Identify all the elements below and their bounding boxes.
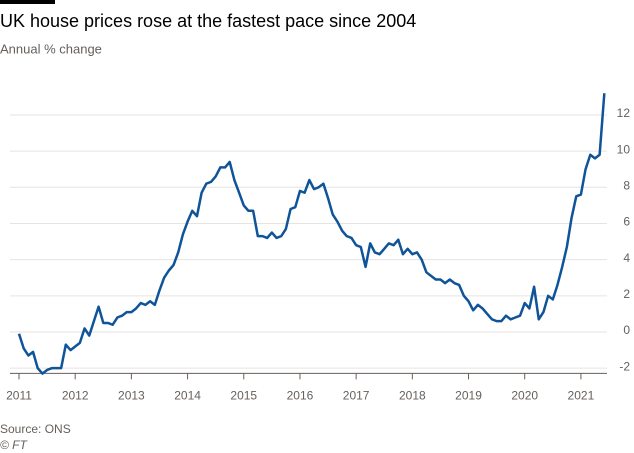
x-tick-label: 2020 [511,389,538,403]
credit: © FT [0,438,29,452]
y-tick-label: -2 [619,359,630,373]
chart-title: UK house prices rose at the fastest pace… [0,11,416,31]
x-tick-label: 2017 [343,389,370,403]
y-tick-label: 2 [623,287,630,301]
line [17,93,606,375]
y-tick-label: 12 [617,106,631,120]
x-tick-label: 2018 [399,389,426,403]
y-tick-label: 0 [623,323,630,337]
brand-bar [0,0,55,4]
x-tick-label: 2013 [118,389,145,403]
x-tick-label: 2014 [174,389,201,403]
x-tick-label: 2011 [6,389,32,403]
x-tick-label: 2021 [568,389,595,403]
chart-subtitle: Annual % change [0,41,102,56]
x-tick-label: 2019 [455,389,482,403]
source: Source: ONS [0,422,71,436]
y-tick-label: 8 [623,178,630,192]
y-tick-label: 6 [623,215,630,229]
y-tick-label: 4 [623,251,630,265]
x-tick-label: 2015 [230,389,257,403]
x-tick-label: 2016 [287,389,314,403]
x-tick-label: 2012 [62,389,89,403]
y-tick-label: 10 [617,142,631,156]
